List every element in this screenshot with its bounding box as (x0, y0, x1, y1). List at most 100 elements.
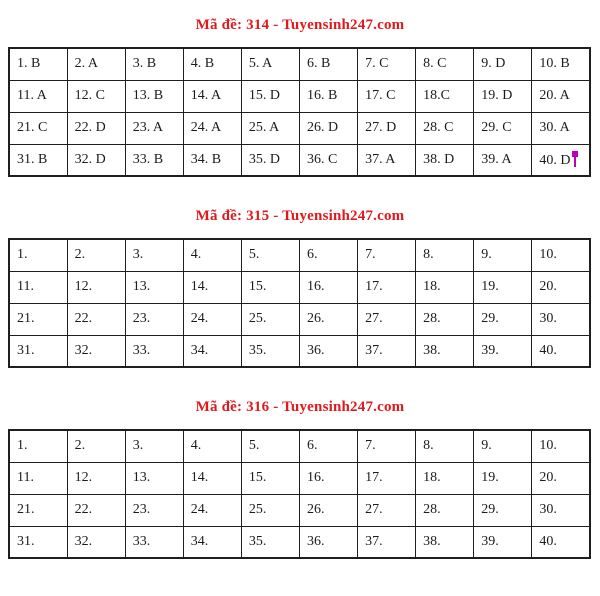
answer-cell[interactable]: 29. (473, 493, 533, 527)
answer-cell[interactable]: 3. (124, 429, 184, 463)
answer-cell[interactable]: 33. B (124, 143, 184, 177)
answer-cell[interactable]: 3. B (124, 47, 184, 81)
answer-cell[interactable]: 15. D (240, 79, 300, 113)
answer-cell[interactable]: 15. (240, 461, 300, 495)
answer-cell[interactable]: 40. (531, 525, 591, 559)
answer-cell[interactable]: 24. (182, 302, 242, 336)
answer-cell[interactable]: 11. (8, 270, 68, 304)
answer-cell[interactable]: 20. (531, 270, 591, 304)
answer-cell[interactable]: 19. (473, 461, 533, 495)
answer-cell[interactable]: 26. (298, 493, 359, 527)
answer-cell[interactable]: 18.C (415, 79, 475, 113)
answer-cell[interactable]: 17. C (357, 79, 417, 113)
answer-cell[interactable]: 20. (531, 461, 591, 495)
answer-cell[interactable]: 34. (182, 334, 242, 368)
answer-cell[interactable]: 39. (473, 334, 533, 368)
answer-cell[interactable]: 3. (124, 238, 184, 272)
answer-cell[interactable]: 38. (415, 525, 475, 559)
answer-cell[interactable]: 2. (66, 429, 126, 463)
answer-cell[interactable]: 21. (8, 302, 68, 336)
answer-cell[interactable]: 36. (298, 334, 359, 368)
answer-cell[interactable]: 23. (124, 302, 184, 336)
answer-cell[interactable]: 37. (357, 525, 417, 559)
answer-cell[interactable]: 28. (415, 302, 475, 336)
answer-cell[interactable]: 40. (531, 334, 591, 368)
answer-cell[interactable]: 27. D (357, 111, 417, 145)
answer-cell[interactable]: 38. (415, 334, 475, 368)
answer-cell[interactable]: 14. (182, 461, 242, 495)
answer-cell[interactable]: 10. (531, 238, 591, 272)
answer-cell[interactable]: 35. (240, 525, 300, 559)
answer-cell[interactable]: 5. (240, 238, 300, 272)
answer-cell[interactable]: 26. (298, 302, 359, 336)
answer-cell[interactable]: 29. C (473, 111, 533, 145)
answer-cell[interactable]: 35. D (240, 143, 300, 177)
answer-cell[interactable]: 7. C (357, 47, 417, 81)
answer-cell[interactable]: 38. D (415, 143, 475, 177)
answer-cell[interactable]: 31. (8, 334, 68, 368)
answer-cell[interactable]: 32. (66, 334, 126, 368)
answer-cell[interactable]: 28. (415, 493, 475, 527)
answer-cell[interactable]: 37. A (357, 143, 417, 177)
answer-cell[interactable]: 34. B (182, 143, 242, 177)
answer-cell[interactable]: 39. (473, 525, 533, 559)
answer-cell[interactable]: 2. (66, 238, 126, 272)
answer-cell[interactable]: 31. (8, 525, 68, 559)
answer-cell[interactable]: 24. A (182, 111, 242, 145)
answer-cell[interactable]: 20. A (531, 79, 591, 113)
answer-cell[interactable]: 10. (531, 429, 591, 463)
answer-cell[interactable]: 26. D (298, 111, 359, 145)
answer-cell[interactable]: 6. (298, 238, 359, 272)
answer-cell[interactable]: 9. (473, 238, 533, 272)
answer-cell[interactable]: 33. (124, 334, 184, 368)
answer-cell[interactable]: 13. (124, 270, 184, 304)
answer-cell[interactable]: 36. (298, 525, 359, 559)
answer-cell[interactable]: 18. (415, 461, 475, 495)
answer-cell[interactable]: 15. (240, 270, 300, 304)
answer-cell[interactable]: 14. (182, 270, 242, 304)
answer-cell[interactable]: 25. (240, 493, 300, 527)
answer-cell[interactable]: 13. (124, 461, 184, 495)
answer-cell[interactable]: 5. A (240, 47, 300, 81)
answer-cell[interactable]: 19. (473, 270, 533, 304)
answer-cell[interactable]: 35. (240, 334, 300, 368)
answer-cell[interactable]: 33. (124, 525, 184, 559)
answer-cell[interactable]: 13. B (124, 79, 184, 113)
answer-cell[interactable]: 36. C (298, 143, 359, 177)
answer-cell[interactable]: 32. D (66, 143, 126, 177)
answer-cell[interactable]: 11. A (8, 79, 68, 113)
answer-cell[interactable]: 21. C (8, 111, 68, 145)
answer-cell[interactable]: 17. (357, 270, 417, 304)
answer-cell[interactable]: 4. (182, 238, 242, 272)
answer-cell[interactable]: 19. D (473, 79, 533, 113)
answer-cell[interactable]: 16. (298, 270, 359, 304)
answer-cell[interactable]: 6. B (298, 47, 359, 81)
answer-cell[interactable]: 9. D (473, 47, 533, 81)
answer-cell[interactable]: 6. (298, 429, 359, 463)
answer-cell[interactable]: 16. B (298, 79, 359, 113)
answer-cell[interactable]: 18. (415, 270, 475, 304)
answer-cell[interactable]: 39. A (473, 143, 533, 177)
answer-cell[interactable]: 10. B (531, 47, 591, 81)
answer-cell[interactable]: 12. (66, 461, 126, 495)
answer-cell[interactable]: 12. (66, 270, 126, 304)
answer-cell[interactable]: 30. (531, 493, 591, 527)
answer-cell[interactable]: 4. B (182, 47, 242, 81)
answer-cell[interactable]: 22. D (66, 111, 126, 145)
answer-cell[interactable]: 12. C (66, 79, 126, 113)
answer-cell[interactable]: 27. (357, 493, 417, 527)
answer-cell[interactable]: 2. A (66, 47, 126, 81)
answer-cell[interactable]: 34. (182, 525, 242, 559)
answer-cell[interactable]: 8. C (415, 47, 475, 81)
answer-cell[interactable]: 40. D (531, 143, 591, 177)
answer-cell[interactable]: 27. (357, 302, 417, 336)
answer-cell[interactable]: 28. C (415, 111, 475, 145)
answer-cell[interactable]: 9. (473, 429, 533, 463)
answer-cell[interactable]: 8. (415, 238, 475, 272)
answer-cell[interactable]: 25. (240, 302, 300, 336)
answer-cell[interactable]: 29. (473, 302, 533, 336)
answer-cell[interactable]: 22. (66, 493, 126, 527)
answer-cell[interactable]: 24. (182, 493, 242, 527)
answer-cell[interactable]: 4. (182, 429, 242, 463)
answer-cell[interactable]: 8. (415, 429, 475, 463)
